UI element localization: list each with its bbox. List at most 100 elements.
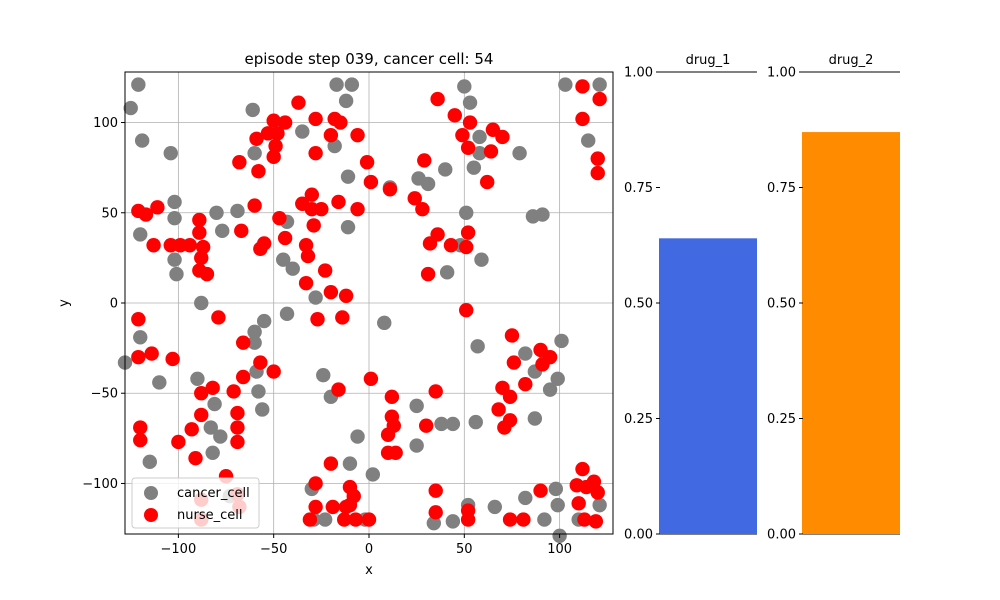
cancer-cell-point <box>457 79 472 94</box>
cancer-cell-point <box>527 411 543 426</box>
cancer-cell-point <box>317 512 333 527</box>
nurse-cell-point <box>308 146 323 161</box>
nurse-cell-point <box>516 512 531 527</box>
cancer-cell-point <box>340 169 356 184</box>
nurse-cell-point <box>268 138 283 154</box>
cancer-cell-point <box>207 396 222 412</box>
cancer-cell-point <box>276 252 291 267</box>
cancer-cell-point <box>142 454 157 470</box>
nurse-cell-point <box>575 111 590 127</box>
cancer-cell-point <box>512 146 527 161</box>
cancer-cell-point <box>535 207 550 222</box>
cancer-cell-point <box>316 367 331 383</box>
nurse-cell-point <box>226 384 241 399</box>
cancer-cell-point <box>409 438 424 453</box>
cancer-cell-point <box>445 416 461 432</box>
nurse-cell-point <box>323 284 339 300</box>
nurse-cell-point <box>308 499 323 515</box>
nurse-cell-point <box>331 382 346 397</box>
bar-y-tick-label: 0.00 <box>767 528 796 543</box>
drug-1-y-ticks: 0.00 0.25 0.50 0.75 1.00 <box>624 66 660 543</box>
cancer-cell-point <box>409 398 424 414</box>
nurse-cell-point <box>460 503 476 518</box>
cancer-cell-point <box>338 93 354 109</box>
y-tick-label: 50 <box>101 206 118 221</box>
nurse-cell-point <box>133 420 148 435</box>
nurse-cell-point <box>230 405 245 421</box>
x-tick-label: −50 <box>260 542 287 557</box>
cancer-cell-point <box>247 335 262 350</box>
cancer-cell-point <box>251 384 266 399</box>
cancer-cell-point <box>438 162 453 177</box>
nurse-cell-point <box>346 488 361 504</box>
nurse-cell-point <box>386 418 401 433</box>
cancer-cell-point <box>550 371 565 386</box>
nurse-cell-point <box>586 474 602 489</box>
cancer-cell-point <box>377 315 392 331</box>
cancer-cell-point <box>205 445 220 460</box>
drug-1-bar <box>659 238 757 534</box>
bar-y-tick-label: 0.50 <box>767 297 796 312</box>
nurse-cell-point <box>417 153 432 168</box>
nurse-cell-point <box>459 239 474 255</box>
nurse-cell-point <box>133 432 148 448</box>
drug-2-title: drug_2 <box>829 53 874 68</box>
cancer-cell-point <box>474 252 489 267</box>
bar-y-tick-label: 0.00 <box>624 528 653 543</box>
cancer-cell-point <box>434 416 449 432</box>
nurse-cell-point <box>590 485 605 500</box>
nurse-cell-point <box>205 380 220 396</box>
cancer-cell-point <box>203 420 218 435</box>
scatter-y-ticks: −100 −50 0 50 100 <box>82 116 125 492</box>
cancer-cell-point <box>152 375 167 390</box>
cancer-cell-point <box>344 77 360 92</box>
nurse-cell-point <box>251 164 266 179</box>
drug-2-bar <box>802 132 900 534</box>
nurse-cell-point <box>298 275 314 291</box>
nurse-cell-point <box>577 512 592 527</box>
nurse-cell-point <box>192 212 207 228</box>
nurse-cell-point <box>256 236 272 251</box>
nurse-cell-point <box>504 328 520 343</box>
nurse-cell-point <box>430 227 445 242</box>
scatter-panel: −100 −50 0 50 100 −100 −50 0 50 100 episode step… <box>57 50 614 578</box>
nurse-cell-point <box>188 451 203 466</box>
nurse-cell-point <box>131 349 146 365</box>
cancer-cell-point <box>592 497 607 513</box>
nurse-cell-point <box>165 351 180 367</box>
nurse-cell-point <box>266 113 281 128</box>
nurse-cell-point <box>428 505 443 520</box>
nurse-cell-point <box>335 310 350 325</box>
cancer-cell-point <box>468 414 483 430</box>
nurse-cell-point <box>144 346 159 361</box>
nurse-cell-point <box>363 174 379 190</box>
nurse-cell-point <box>235 369 251 385</box>
nurse-cell-point <box>249 131 264 146</box>
nurse-cell-point <box>277 115 293 130</box>
nurse-cell-point <box>298 238 314 253</box>
cancer-cell-point <box>537 512 552 527</box>
nurse-cell-point <box>194 250 209 266</box>
nurse-cell-point <box>230 434 245 450</box>
nurse-cell-point <box>323 127 339 143</box>
nurse-cell-point <box>415 201 430 217</box>
cancer-cell-point <box>548 481 564 497</box>
nurse-cell-point <box>361 512 377 527</box>
cancer-cell-point <box>592 77 607 92</box>
nurse-cell-point <box>138 207 154 222</box>
nurse-cell-point <box>325 499 340 515</box>
cancer-cell-point <box>550 497 565 513</box>
scatter-y-axis-label: y <box>57 299 72 307</box>
nurse-cell-point <box>266 364 281 379</box>
nurse-cell-point <box>575 461 590 477</box>
nurse-cell-point <box>195 239 211 255</box>
nurse-cell-point <box>131 312 146 327</box>
cancer-cell-point <box>285 261 300 276</box>
y-tick-label: −50 <box>91 387 118 402</box>
scatter-x-axis-label: x <box>365 563 373 578</box>
bar-y-tick-label: 0.75 <box>767 181 796 196</box>
cancer-cell-point <box>133 330 148 345</box>
nurse-cell-point <box>350 127 365 143</box>
nurse-cell-point <box>253 355 268 370</box>
